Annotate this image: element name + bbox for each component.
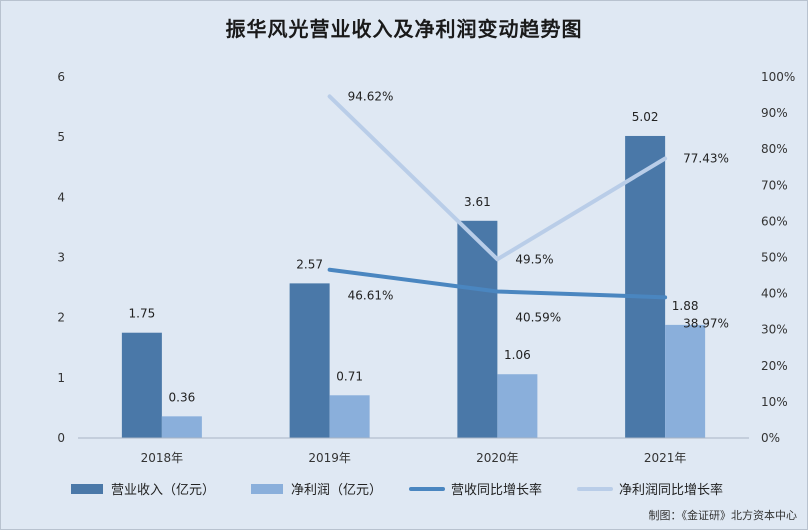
y-right-tick-label: 60% (761, 214, 788, 228)
y-right-tick-label: 90% (761, 106, 788, 120)
y-right-tick-label: 80% (761, 142, 788, 156)
line-data-label: 38.97% (683, 316, 729, 330)
y-right-tick-label: 40% (761, 287, 788, 301)
series-line (327, 94, 668, 262)
bar (625, 135, 666, 439)
x-tick-label: 2021年 (644, 451, 687, 465)
x-tick-label: 2020年 (476, 451, 519, 465)
legend-swatch (251, 484, 283, 494)
lines-layer: 46.61% 40.59% 38.97% 94.62% 49.5% 77.43% (327, 89, 729, 330)
legend-swatch (71, 484, 103, 494)
bar-data-label: 1.75 (129, 307, 156, 321)
bar (497, 374, 538, 438)
line-data-label: 49.5% (515, 252, 553, 266)
chart-title: 振华风光营业收入及净利润变动趋势图 (225, 17, 583, 41)
legend-label: 净利润同比增长率 (619, 482, 723, 498)
y-left-tick-label: 2 (57, 311, 65, 325)
y-left-tick-label: 6 (57, 70, 65, 84)
bar (161, 416, 202, 438)
x-tick-label: 2019年 (308, 451, 351, 465)
bar (289, 283, 330, 438)
y-right-tick-label: 10% (761, 395, 788, 409)
legend: 营业收入（亿元） 净利润（亿元） 营收同比增长率 净利润同比增长率 (71, 482, 723, 498)
y-right-tick-label: 20% (761, 359, 788, 373)
bar-data-label: 1.06 (504, 348, 531, 362)
axes-layer: 01234560%10%20%30%40%50%60%70%80%90%100%… (57, 70, 795, 465)
legend-label: 营收同比增长率 (451, 482, 542, 498)
y-left-tick-label: 0 (57, 431, 65, 445)
series-line (327, 267, 668, 300)
bar-data-label: 1.88 (672, 299, 699, 313)
bar-data-label: 2.57 (296, 257, 323, 271)
bar-data-label: 3.61 (464, 195, 491, 209)
bar-data-label: 5.02 (632, 110, 659, 124)
y-left-tick-label: 1 (57, 371, 65, 385)
line-data-label: 77.43% (683, 151, 729, 165)
y-left-tick-label: 3 (57, 251, 65, 265)
y-right-tick-label: 50% (761, 251, 788, 265)
y-left-tick-label: 4 (57, 190, 65, 204)
y-right-tick-label: 100% (761, 70, 795, 84)
y-left-tick-label: 5 (57, 130, 65, 144)
bar-data-label: 0.71 (336, 369, 363, 383)
bar (329, 395, 370, 438)
line-data-label: 46.61% (348, 289, 394, 303)
bar-data-label: 0.36 (169, 390, 196, 404)
bar (121, 332, 162, 438)
bars-layer: 1.75 2.57 3.61 5.02 0.36 0.71 1.06 1.88 (121, 110, 706, 439)
line-data-label: 94.62% (348, 89, 394, 103)
y-right-tick-label: 0% (761, 431, 780, 445)
legend-label: 营业收入（亿元） (111, 483, 215, 498)
line-data-label: 40.59% (515, 310, 561, 324)
y-right-tick-label: 70% (761, 178, 788, 192)
legend-label: 净利润（亿元） (291, 483, 382, 498)
bar (457, 220, 498, 438)
bar (665, 324, 706, 438)
x-tick-label: 2018年 (141, 451, 184, 465)
chart-credit: 制图：《金证研》北方资本中心 (648, 509, 798, 522)
y-right-tick-label: 30% (761, 323, 788, 337)
